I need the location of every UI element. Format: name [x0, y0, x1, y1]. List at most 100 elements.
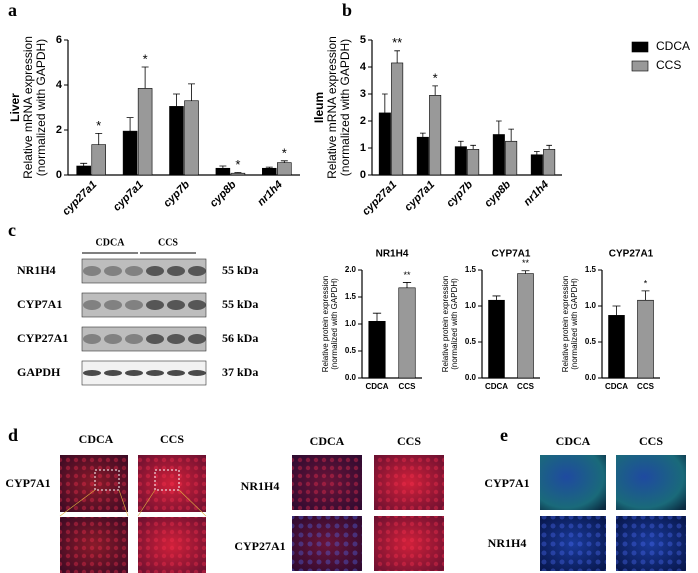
- micrograph-texture: [540, 516, 606, 571]
- error-bar: [641, 290, 650, 301]
- error-bar: [95, 132, 103, 145]
- y-axis-label: Ileum: [312, 92, 326, 123]
- x-tick-label: nr1h4: [521, 179, 551, 209]
- legend-label: CDCA: [656, 39, 690, 53]
- legend-swatch: [631, 60, 649, 72]
- error-bar: [394, 50, 401, 63]
- blot-band: [167, 370, 185, 376]
- bar: [517, 273, 534, 379]
- chart-title: CYP7A1: [492, 249, 531, 260]
- chart-title: NR1H4: [376, 249, 409, 260]
- blot-band: [146, 300, 164, 310]
- y-tick-label: 1.5: [465, 265, 477, 274]
- bar: [137, 88, 153, 176]
- blot-protein: CYP27A1: [17, 331, 68, 345]
- bar: [391, 62, 404, 176]
- y-tick-label: 1.0: [465, 301, 477, 310]
- row-label: CYP7A1: [5, 476, 50, 490]
- significance: *: [235, 157, 240, 172]
- y-axis-label: Relative mRNA expression: [21, 36, 35, 179]
- blot-protein: CYP7A1: [17, 297, 62, 311]
- bar: [91, 144, 106, 176]
- x-tick-label: CCS: [399, 382, 417, 391]
- blot-band: [83, 300, 101, 310]
- x-tick-label: nr1h4: [255, 179, 285, 209]
- error-bar: [234, 172, 242, 174]
- y-tick-label: 0.0: [465, 373, 477, 382]
- error-bar: [521, 270, 530, 274]
- zoom-line: [118, 489, 129, 517]
- x-tick-label: cyp8b: [482, 178, 513, 209]
- blot-band: [125, 334, 143, 344]
- error-bar: [508, 128, 515, 142]
- bar: [467, 149, 480, 176]
- panel-letter: e: [500, 425, 508, 445]
- y-axis-label: Relative mRNA expression: [325, 36, 339, 179]
- y-tick-label: 2.0: [345, 265, 357, 274]
- error-bar: [457, 140, 464, 147]
- blot-band: [125, 370, 143, 376]
- blot-band: [167, 334, 185, 344]
- bar: [169, 106, 184, 176]
- y-tick-label: 0.0: [585, 373, 597, 382]
- zoom-box: [154, 469, 180, 491]
- x-tick-label: CCS: [517, 382, 535, 391]
- blot-group: CDCA: [96, 237, 126, 248]
- blot-weight: 55 kDa: [222, 297, 258, 311]
- zoom-box: [94, 469, 120, 491]
- error-bar: [402, 282, 412, 288]
- column-label: CDCA: [79, 432, 114, 446]
- chart-title: CYP27A1: [609, 249, 654, 260]
- blot-membrane: [81, 292, 207, 318]
- panel-letter: b: [342, 0, 352, 20]
- row-label: NR1H4: [488, 536, 527, 550]
- significance: *: [143, 51, 148, 66]
- blot-band: [104, 266, 122, 276]
- error-bar: [492, 295, 501, 301]
- micrograph-texture: [60, 455, 128, 512]
- row-label: NR1H4: [241, 479, 280, 493]
- y-tick-label: 0.5: [465, 337, 477, 346]
- blot-membrane: [81, 258, 207, 284]
- blot-band: [146, 266, 164, 276]
- bar: [543, 149, 556, 176]
- y-tick-label: 1.0: [585, 301, 597, 310]
- blot-band: [125, 266, 143, 276]
- error-bar: [495, 120, 502, 135]
- blot-membrane: [81, 326, 207, 352]
- x-tick-label: cyp8b: [208, 178, 239, 209]
- y-axis-label: Relative protein expression: [441, 276, 450, 373]
- y-tick-label: 1.0: [345, 319, 357, 328]
- significance: **: [522, 258, 530, 268]
- y-axis-label: (normalized with GAPDH): [450, 278, 459, 370]
- error-bar: [381, 93, 388, 113]
- error-bar: [546, 144, 553, 150]
- y-tick-label: 0.5: [345, 346, 357, 355]
- x-tick-label: cyp27a1: [360, 179, 399, 218]
- y-axis-label: Relative protein expression: [321, 276, 330, 373]
- bar: [184, 100, 199, 176]
- error-bar: [141, 66, 149, 89]
- micrograph: [616, 455, 686, 510]
- y-tick-label: 2: [56, 124, 62, 136]
- blot-band: [104, 300, 122, 310]
- micrograph-texture: [374, 516, 444, 571]
- x-tick-label: cyp7b: [161, 178, 192, 209]
- x-tick-label: cyp7b: [444, 178, 475, 209]
- y-tick-label: 5: [360, 34, 366, 46]
- bar: [530, 154, 543, 176]
- bar: [505, 140, 518, 176]
- bar: [608, 315, 625, 379]
- micrograph-texture: [292, 455, 362, 510]
- error-bar: [126, 117, 134, 132]
- bar: [277, 162, 292, 176]
- x-tick-label: CDCA: [485, 382, 508, 391]
- y-tick-label: 1.5: [585, 265, 597, 274]
- column-label: CDCA: [556, 434, 591, 448]
- bar: [76, 165, 91, 176]
- legend-label: CCS: [656, 58, 681, 72]
- x-tick-label: cyp7a1: [402, 179, 437, 214]
- blot-protein: NR1H4: [17, 263, 56, 277]
- y-tick-label: 3: [360, 88, 366, 100]
